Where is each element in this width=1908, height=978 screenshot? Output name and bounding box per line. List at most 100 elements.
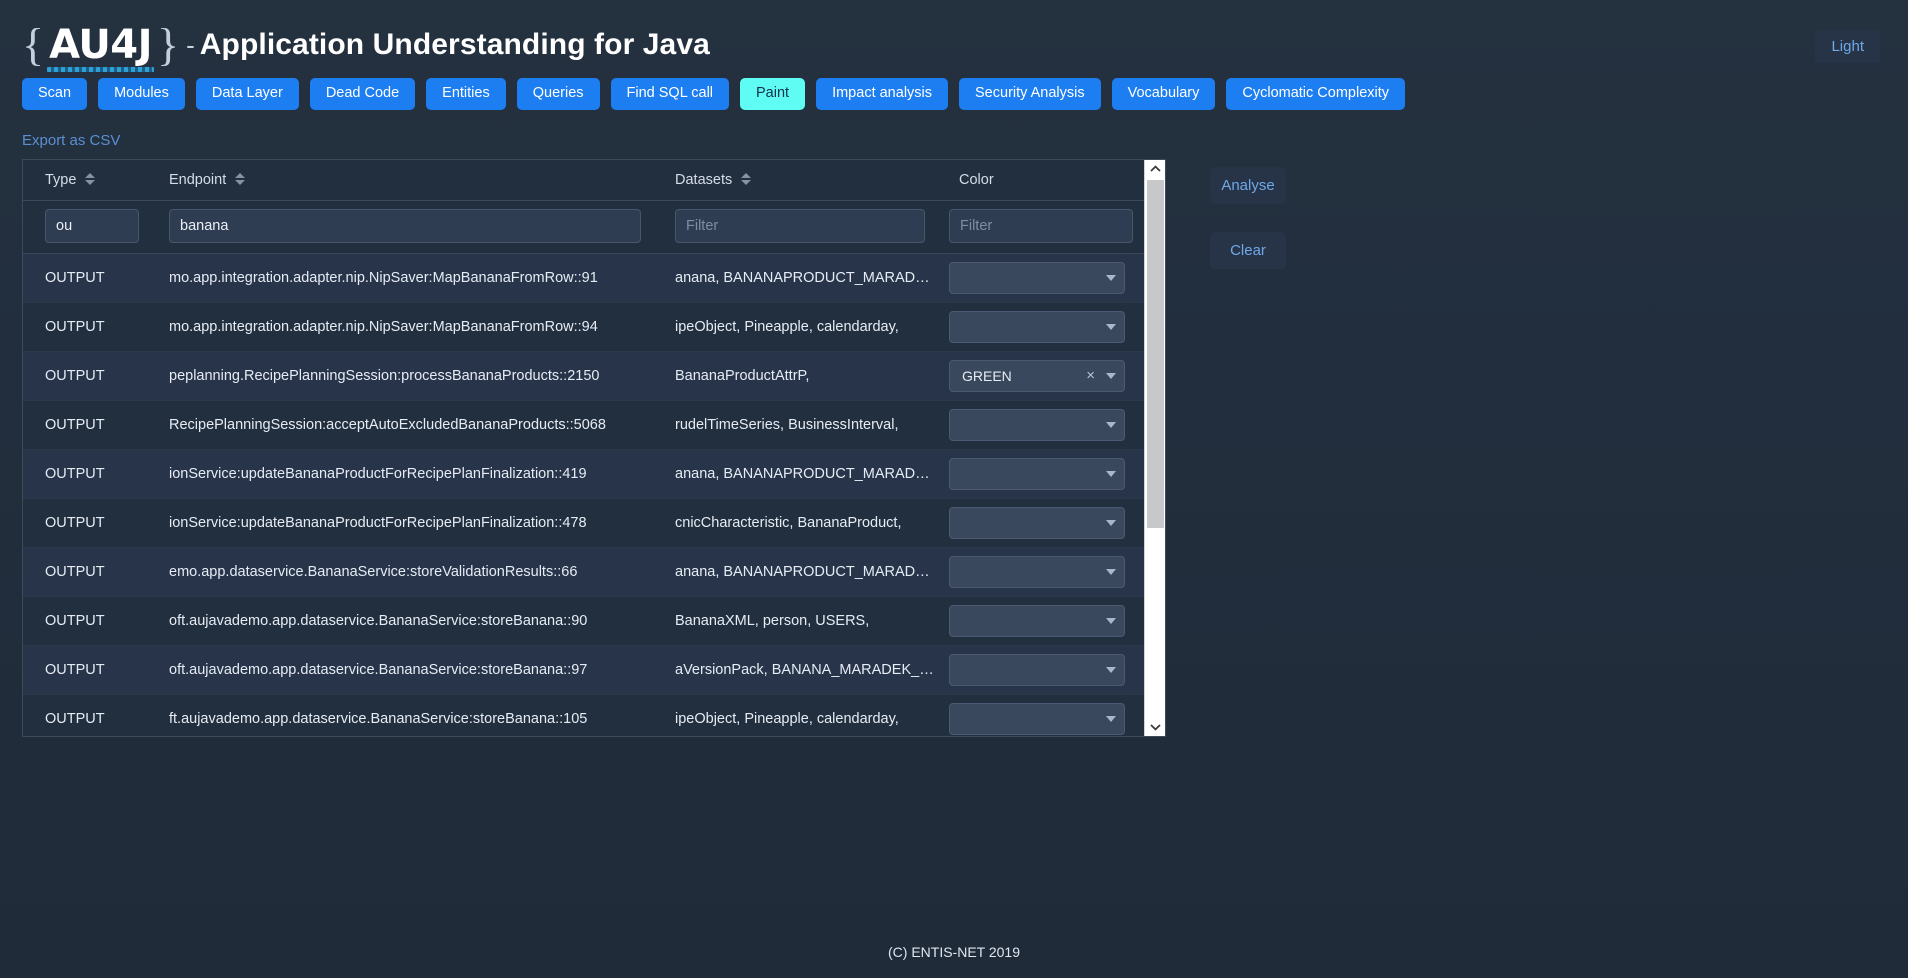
cell-type: OUTPUT [23,645,147,695]
chevron-down-icon[interactable] [1106,666,1116,673]
cell-color [937,596,1145,646]
nav-button-queries[interactable]: Queries [516,78,600,110]
table-row[interactable]: OUTPUT emo.app.dataservice.BananaService:… [23,547,1145,597]
color-dropdown[interactable] [949,310,1125,343]
title-separator: - [186,29,195,60]
cell-type: OUTPUT [23,302,147,352]
color-dropdown[interactable] [949,506,1125,539]
chevron-down-icon[interactable] [1106,372,1116,379]
footer-copyright: (C) ENTIS-NET 2019 [888,944,1020,960]
cell-endpoint: mo.app.integration.adapter.nip.NipSaver:… [147,302,653,352]
filter-input-color[interactable] [949,208,1133,243]
color-dropdown[interactable] [949,408,1125,441]
cell-endpoint: ionService:updateBananaProductForRecipeP… [147,498,653,548]
cell-datasets: BananaXML, person, USERS, [653,596,937,646]
filter-input-datasets[interactable] [675,208,925,243]
nav-button-cyclomatic-complexity[interactable]: Cyclomatic Complexity [1226,78,1406,110]
cell-color [937,547,1145,597]
nav-button-security-analysis[interactable]: Security Analysis [959,78,1101,110]
cell-datasets: ipeObject, Pineapple, calendarday, [653,694,937,736]
nav-button-entities[interactable]: Entities [426,78,506,110]
scroll-down-arrow-icon[interactable] [1145,718,1165,736]
logo-underline-decoration [47,67,155,72]
cell-color [937,645,1145,695]
clear-color-icon[interactable]: × [1086,367,1095,385]
color-dropdown[interactable] [949,702,1125,735]
table-row[interactable]: OUTPUT peplanning.RecipePlanningSession:p… [23,351,1145,401]
table-row[interactable]: OUTPUT RecipePlanningSession:acceptAutoEx… [23,400,1145,450]
logo-brace-open-icon: { [22,19,45,70]
color-dropdown[interactable] [949,555,1125,588]
table-row[interactable]: OUTPUT mo.app.integration.adapter.nip.Nip… [23,253,1145,303]
chevron-down-icon[interactable] [1106,323,1116,330]
nav-button-data-layer[interactable]: Data Layer [195,78,299,110]
filter-cell-endpoint [147,200,653,254]
cell-endpoint: ionService:updateBananaProductForRecipeP… [147,449,653,499]
cell-endpoint: oft.aujavademo.app.dataservice.BananaSer… [147,596,653,646]
color-dropdown[interactable]: GREEN × [949,359,1125,392]
table-row[interactable]: OUTPUT oft.aujavademo.app.dataservice.Ban… [23,645,1145,695]
table-row[interactable]: OUTPUT ionService:updateBananaProductForR… [23,498,1145,548]
nav-button-dead-code[interactable]: Dead Code [309,78,416,110]
sort-arrows-icon[interactable] [235,172,246,185]
filter-input-endpoint[interactable] [169,208,641,243]
cell-type: OUTPUT [23,253,147,303]
color-dropdown[interactable] [949,457,1125,490]
nav-button-vocabulary[interactable]: Vocabulary [1111,78,1216,110]
cell-datasets: anana, BANANAPRODUCT_MARADEK_... [653,547,937,597]
paint-endpoints-table-panel: Type Endpoint Datasets Color [22,158,1166,737]
color-dropdown[interactable] [949,261,1125,294]
page-title: Application Understanding for Java [199,28,710,61]
color-dropdown[interactable] [949,604,1125,637]
chevron-down-icon[interactable] [1106,470,1116,477]
table-row[interactable]: OUTPUT ionService:updateBananaProductForR… [23,449,1145,499]
nav-button-impact-analysis[interactable]: Impact analysis [816,78,949,110]
chevron-down-icon[interactable] [1106,617,1116,624]
cell-color [937,302,1145,352]
clear-button[interactable]: Clear [1210,231,1286,269]
app-logo: { AU4J } [22,19,180,72]
cell-datasets: BananaProductAttrP, [653,351,937,401]
nav-button-modules[interactable]: Modules [98,78,185,110]
sort-arrows-icon[interactable] [85,172,96,185]
column-header-label: Type [45,171,77,188]
column-header-label: Datasets [675,171,733,188]
table-header: Type Endpoint Datasets Color [23,159,1145,201]
logo-brace-close-icon: } [157,19,180,70]
cell-color [937,694,1145,736]
main-navigation: Scan Modules Data Layer Dead Code Entities Qu… [0,72,1908,110]
export-as-csv-link[interactable]: Export as CSV [22,131,121,149]
table-filter-row [23,200,1145,254]
paint-endpoints-table: Type Endpoint Datasets Color [23,159,1145,736]
chevron-down-icon[interactable] [1106,568,1116,575]
cell-endpoint: emo.app.dataservice.BananaService:storeV… [147,547,653,597]
column-header-label: Endpoint [169,171,227,188]
cell-color [937,400,1145,450]
nav-button-scan[interactable]: Scan [22,78,88,110]
theme-toggle-button[interactable]: Light [1815,30,1880,63]
chevron-down-icon[interactable] [1106,421,1116,428]
scroll-up-arrow-icon[interactable] [1145,160,1165,178]
analyse-button[interactable]: Analyse [1210,166,1286,204]
sort-arrows-icon[interactable] [741,172,752,185]
column-header-datasets[interactable]: Datasets [653,159,937,201]
table-body: OUTPUT mo.app.integration.adapter.nip.Nip… [23,253,1145,736]
nav-button-find-sql-call[interactable]: Find SQL call [610,78,730,110]
cell-color [937,449,1145,499]
column-header-type[interactable]: Type [23,159,147,201]
scrollbar-thumb[interactable] [1147,179,1164,528]
filter-input-type[interactable] [45,208,139,243]
side-action-buttons: Analyse Clear [1210,159,1286,269]
chevron-down-icon[interactable] [1106,519,1116,526]
cell-datasets: anana, BANANAPRODUCT_MARADEK_... [653,449,937,499]
column-header-color: Color [937,159,1145,201]
table-row[interactable]: OUTPUT oft.aujavademo.app.dataservice.Ban… [23,596,1145,646]
table-row[interactable]: OUTPUT ft.aujavademo.app.dataservice.Bana… [23,694,1145,736]
nav-button-paint[interactable]: Paint [740,78,806,110]
column-header-endpoint[interactable]: Endpoint [147,159,653,201]
chevron-down-icon[interactable] [1106,274,1116,281]
table-vertical-scrollbar[interactable] [1144,159,1165,736]
chevron-down-icon[interactable] [1106,715,1116,722]
table-row[interactable]: OUTPUT mo.app.integration.adapter.nip.Nip… [23,302,1145,352]
color-dropdown[interactable] [949,653,1125,686]
